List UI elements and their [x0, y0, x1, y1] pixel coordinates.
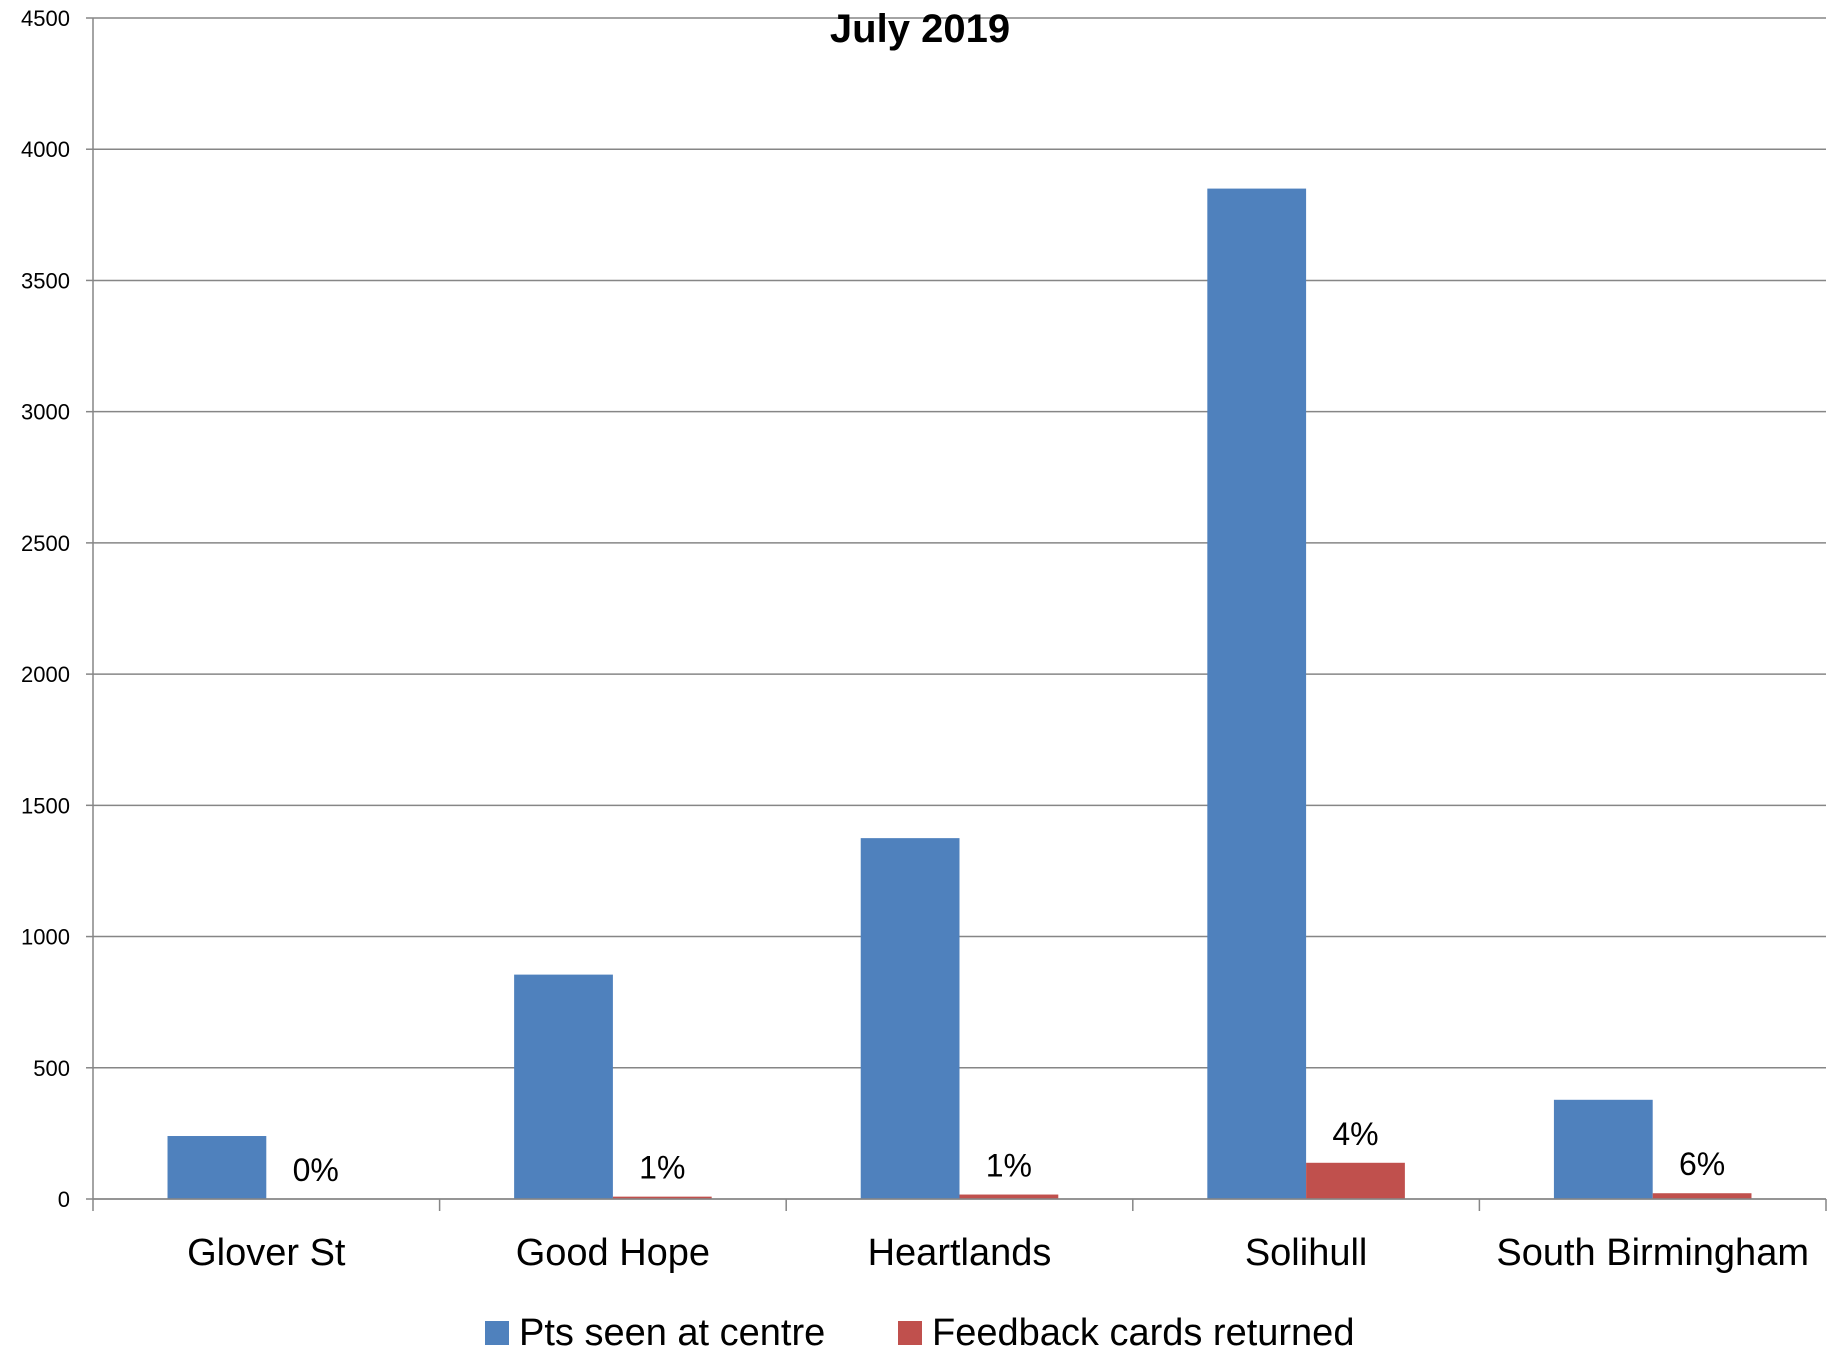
y-tick-label: 3500 [21, 268, 70, 293]
y-tick-label: 2500 [21, 531, 70, 556]
y-tick-label: 1000 [21, 925, 70, 950]
bar-pts-seen [1553, 1099, 1653, 1199]
bar-feedback-cards [612, 1196, 712, 1199]
x-tick-label: Solihull [1245, 1232, 1368, 1274]
x-tick-label: Heartlands [868, 1232, 1052, 1274]
legend-label-pts-seen: Pts seen at centre [519, 1312, 825, 1354]
chart-title: July 2019 [830, 7, 1010, 51]
data-label: 1% [986, 1148, 1032, 1184]
data-labels: 0% 1% 1% 4% 6% [293, 1116, 1726, 1188]
y-tick-label: 500 [33, 1056, 70, 1081]
y-tick-label: 0 [58, 1187, 70, 1212]
x-tick-label: Glover St [187, 1232, 346, 1274]
bar-pts-seen [514, 974, 613, 1199]
y-tick-label: 4000 [21, 137, 70, 162]
y-tick-label: 2000 [21, 662, 70, 687]
legend: Pts seen at centre Feedback cards return… [485, 1312, 1354, 1354]
data-label: 6% [1679, 1146, 1725, 1182]
y-tick-label: 3000 [21, 400, 70, 425]
y-tick-label: 4500 [21, 6, 70, 31]
bar-pts-seen [860, 838, 960, 1199]
legend-label-feedback-cards: Feedback cards returned [932, 1312, 1354, 1354]
y-axis-ticks: 0 500 1000 1500 2000 2500 3000 3500 4000 4500 [21, 6, 70, 1212]
data-label: 1% [639, 1150, 685, 1186]
bar-feedback-cards [1652, 1193, 1752, 1199]
bar-feedback-cards [1306, 1162, 1405, 1199]
bar-pts-seen [167, 1136, 267, 1199]
x-tick-label: South Birmingham [1496, 1232, 1809, 1274]
legend-swatch-pts-seen [485, 1321, 509, 1345]
x-tick-label: Good Hope [516, 1232, 710, 1274]
bars [167, 188, 1752, 1200]
legend-swatch-feedback-cards [898, 1321, 922, 1345]
data-label: 4% [1332, 1116, 1378, 1152]
y-tick-label: 1500 [21, 793, 70, 818]
bar-feedback-cards [959, 1194, 1059, 1199]
x-axis: Glover St Good Hope Heartlands Solihull Sout… [92, 18, 1827, 1274]
bar-pts-seen [1207, 188, 1307, 1200]
data-label: 0% [293, 1152, 339, 1188]
